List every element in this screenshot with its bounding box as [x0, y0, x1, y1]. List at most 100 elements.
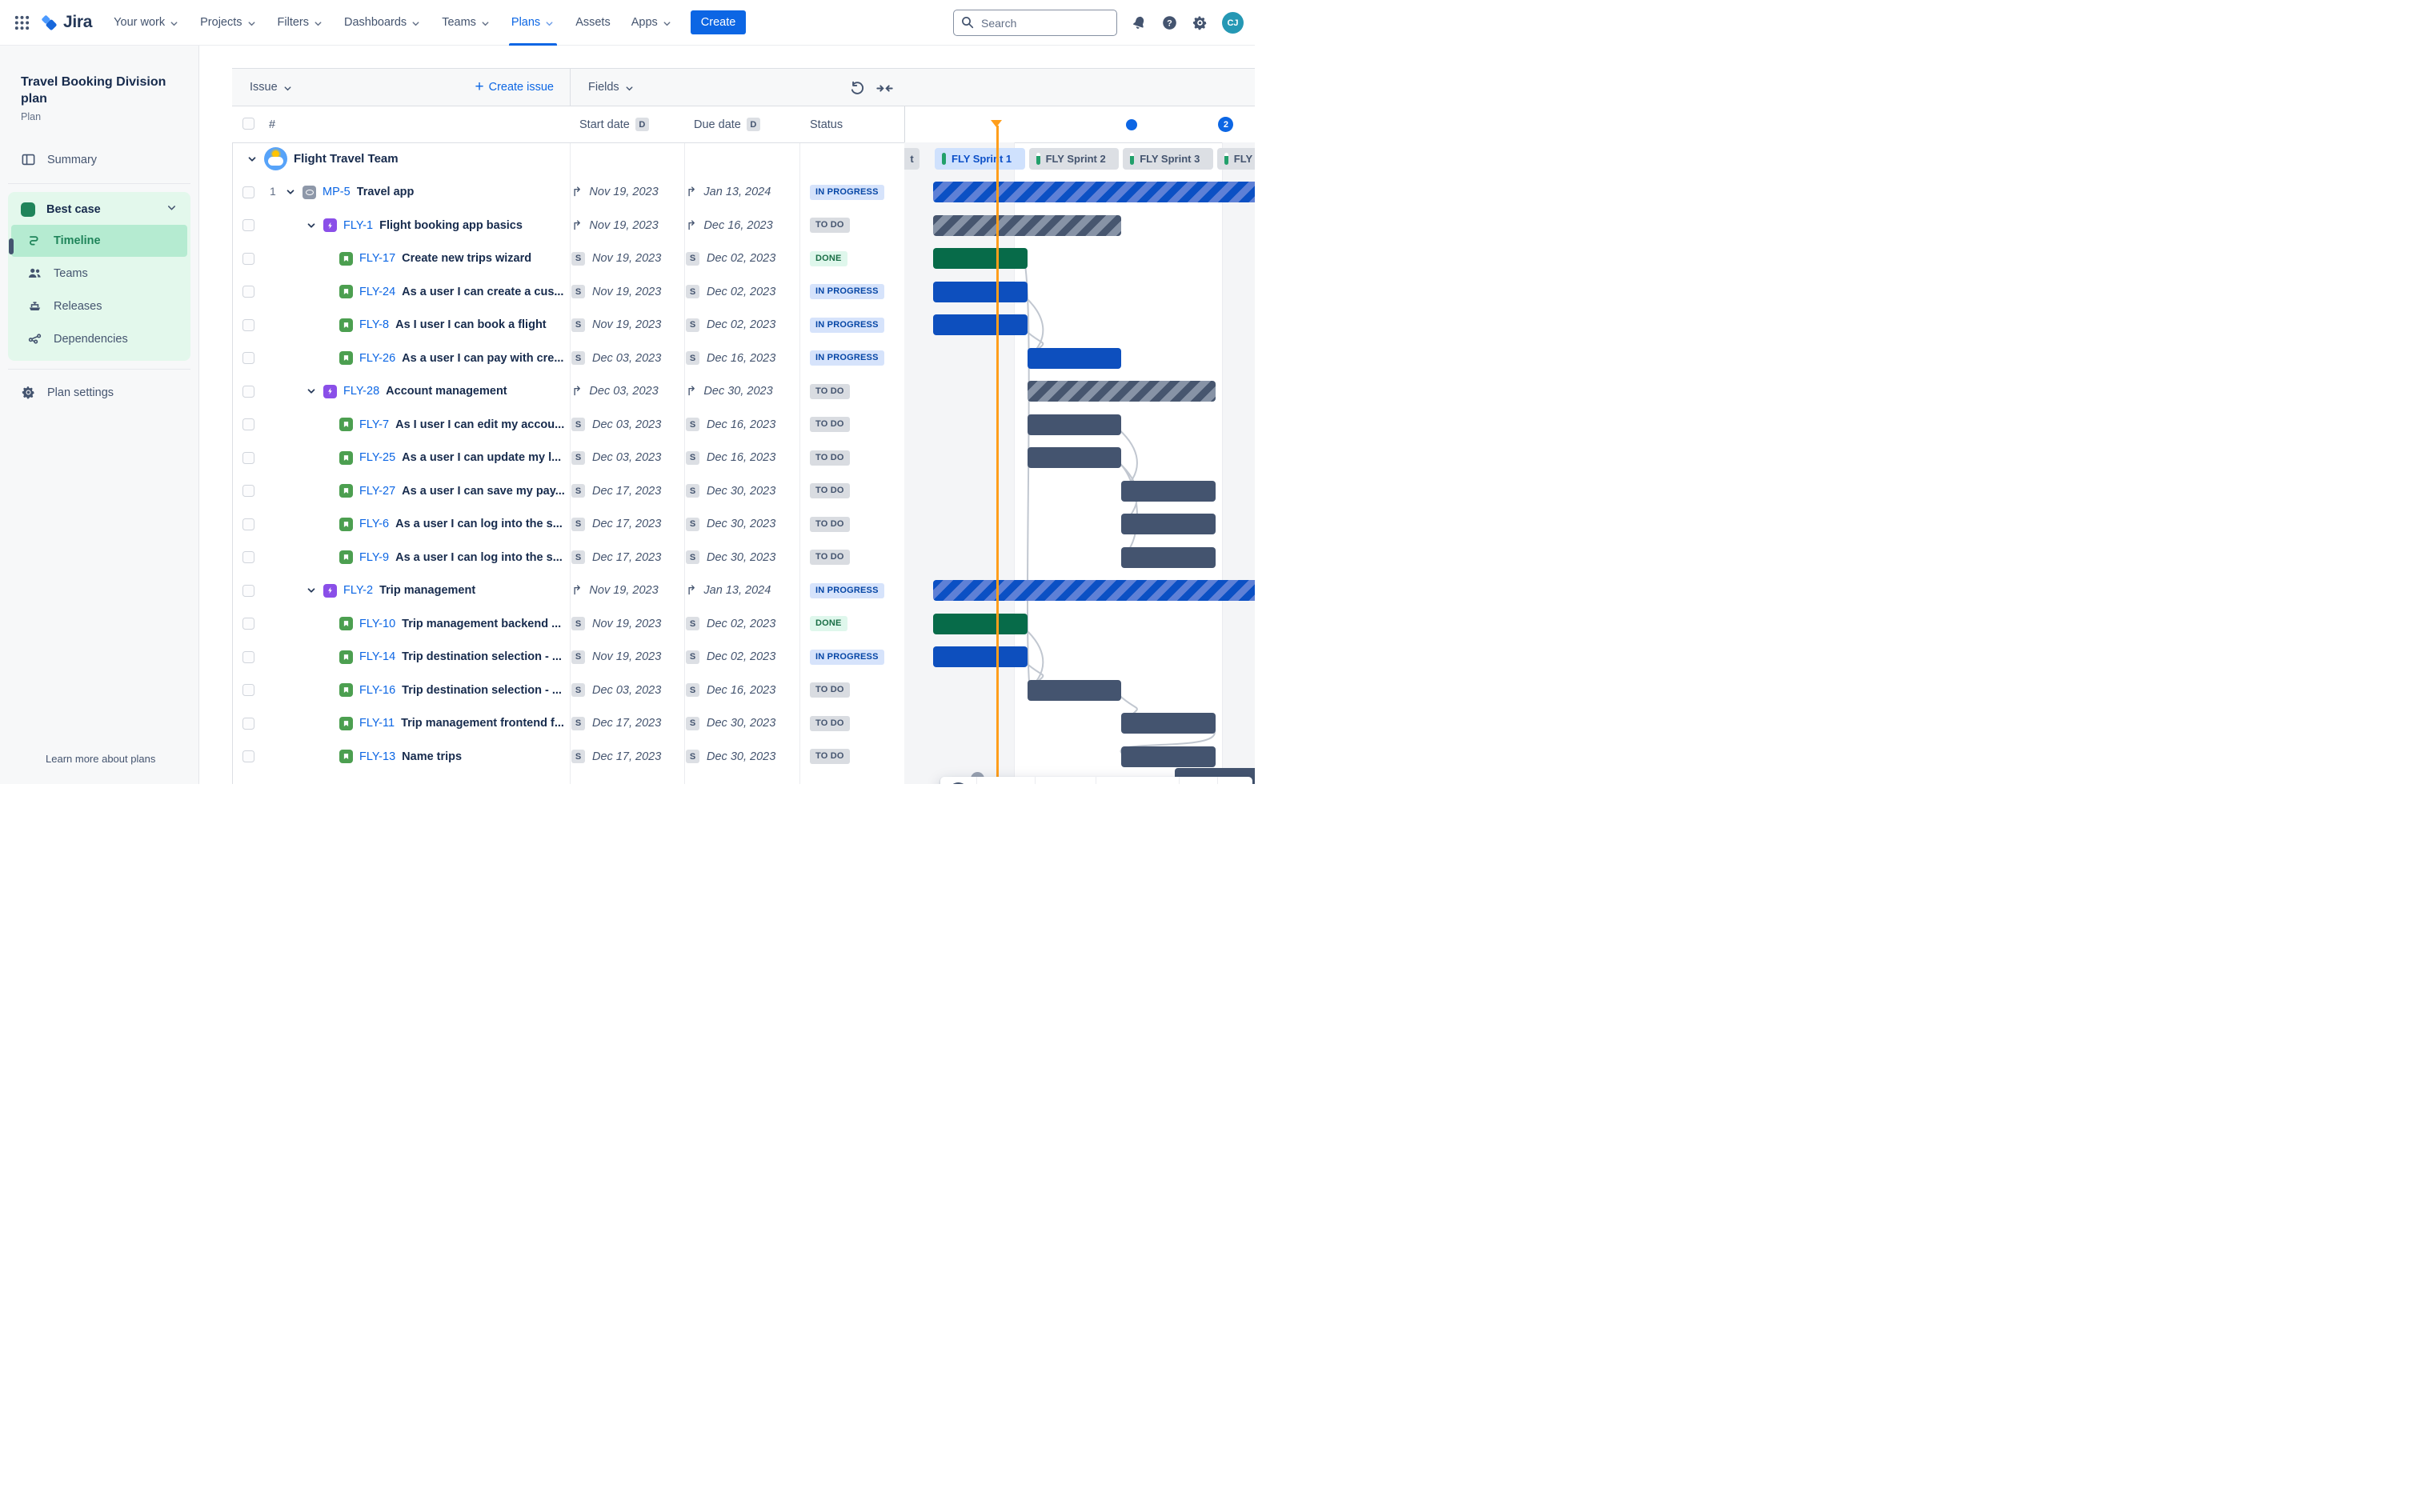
issue-row-FLY-9[interactable]: FLY-9 As a user I can log into the s... S D… — [232, 541, 904, 574]
issue-key[interactable]: FLY-2 — [343, 584, 374, 598]
row-checkbox[interactable] — [242, 451, 254, 464]
nav-item-projects[interactable]: Projects — [190, 0, 266, 46]
row-checkbox[interactable] — [242, 286, 254, 298]
row-checkbox[interactable] — [242, 318, 254, 331]
issue-key[interactable]: FLY-14 — [359, 650, 396, 664]
gantt-bar-FLY-6[interactable] — [1121, 514, 1216, 535]
sidebar-item-releases[interactable]: Releases — [11, 290, 187, 322]
gantt-bar-FLY-26[interactable] — [1027, 347, 1122, 369]
issue-key[interactable]: FLY-6 — [359, 518, 390, 531]
nav-item-your-work[interactable]: Your work — [103, 0, 190, 46]
row-checkbox[interactable] — [242, 584, 254, 597]
issue-key[interactable]: MP-5 — [323, 186, 351, 199]
issue-row-FLY-27[interactable]: FLY-27 As a user I can save my pay... S Dec… — [232, 474, 904, 508]
collapse-columns-icon[interactable] — [876, 82, 893, 94]
chevron-down-icon[interactable] — [306, 585, 317, 596]
row-checkbox[interactable] — [242, 750, 254, 762]
nav-item-apps[interactable]: Apps — [621, 0, 683, 46]
gantt-bar-FLY-2[interactable]: → — [933, 580, 1255, 602]
issue-row-FLY-16[interactable]: FLY-16 Trip destination selection - ... S D… — [232, 674, 904, 707]
sprint-pill-partial[interactable]: t — [904, 148, 920, 170]
chevron-down-icon[interactable] — [285, 186, 296, 198]
fields-dropdown[interactable]: Fields — [571, 81, 643, 94]
issue-key[interactable]: FLY-10 — [359, 617, 396, 630]
scenario-selector[interactable]: Best case — [8, 195, 190, 224]
issue-row-FLY-8[interactable]: FLY-8 As I user I can book a flight S Nov 1… — [232, 309, 904, 342]
issue-key[interactable]: FLY-7 — [359, 418, 390, 431]
gantt-bar-FLY-27[interactable] — [1121, 480, 1216, 502]
row-checkbox[interactable] — [242, 252, 254, 265]
row-checkbox[interactable] — [242, 385, 254, 398]
row-checkbox[interactable] — [242, 618, 254, 630]
issue-row-FLY-17[interactable]: FLY-17 Create new trips wizard S Nov 19, 20… — [232, 242, 904, 276]
issue-row-FLY-24[interactable]: FLY-24 As a user I can create a cus... S No… — [232, 275, 904, 309]
sprint-pill-2[interactable]: FLY Sprint 2 — [1028, 148, 1120, 170]
nav-item-dashboards[interactable]: Dashboards — [334, 0, 431, 46]
issue-row-FLY-1[interactable]: FLY-1 Flight booking app basics ↱ Nov 19, 2… — [232, 209, 904, 242]
row-checkbox[interactable] — [242, 684, 254, 696]
nav-item-plans[interactable]: Plans — [501, 0, 565, 46]
issue-key[interactable]: FLY-11 — [359, 717, 395, 730]
issue-key[interactable]: FLY-9 — [359, 550, 390, 564]
undo-icon[interactable] — [850, 81, 865, 96]
search-input[interactable] — [953, 10, 1117, 36]
nav-item-filters[interactable]: Filters — [267, 0, 334, 46]
gantt-bar-FLY-8[interactable] — [933, 314, 1028, 336]
gantt-bar-FLY-14[interactable] — [933, 646, 1028, 668]
team-row[interactable]: Flight Travel Team — [232, 142, 904, 176]
row-checkbox[interactable] — [242, 186, 254, 198]
create-issue-button[interactable]: + Create issue — [475, 79, 570, 94]
issue-key[interactable]: FLY-13 — [359, 750, 396, 763]
issue-key[interactable]: FLY-16 — [359, 683, 396, 697]
issue-key[interactable]: FLY-24 — [359, 285, 396, 298]
scroll-left-button[interactable] — [982, 777, 1006, 784]
learn-more-link[interactable]: Learn more about plans — [46, 753, 156, 765]
issue-key[interactable]: FLY-8 — [359, 318, 390, 332]
settings-gear-icon[interactable] — [1192, 14, 1208, 31]
issue-key[interactable]: FLY-17 — [359, 252, 396, 266]
issue-row-FLY-6[interactable]: FLY-6 As a user I can log into the s... S D… — [232, 508, 904, 542]
issue-key[interactable]: FLY-1 — [343, 218, 374, 232]
row-checkbox[interactable] — [242, 551, 254, 563]
row-checkbox[interactable] — [242, 219, 254, 231]
gantt-bar-FLY-17[interactable] — [933, 248, 1028, 270]
chevron-down-icon[interactable] — [306, 220, 317, 231]
gantt-bar-FLY-25[interactable] — [1027, 447, 1122, 469]
sidebar-item-timeline[interactable]: Timeline — [11, 224, 187, 257]
row-checkbox[interactable] — [242, 717, 254, 730]
chevron-down-icon[interactable] — [246, 154, 258, 165]
gantt-bar-FLY-9[interactable] — [1121, 546, 1216, 568]
fullscreen-icon[interactable] — [1223, 777, 1248, 784]
issue-row-FLY-28[interactable]: FLY-28 Account management ↱ Dec 03, 2023 ↱ De… — [232, 375, 904, 409]
issue-row-FLY-10[interactable]: FLY-10 Trip management backend ... S Nov 19… — [232, 607, 904, 641]
info-icon[interactable]: i — [1184, 777, 1212, 784]
sidebar-item-summary[interactable]: Summary — [8, 145, 190, 175]
scroll-right-button[interactable] — [1006, 777, 1030, 784]
row-checkbox[interactable] — [242, 518, 254, 530]
issue-row-FLY-11[interactable]: FLY-11 Trip management frontend f... S Dec … — [232, 707, 904, 741]
gantt-bar-FLY-28[interactable] — [1027, 381, 1216, 402]
issue-row-FLY-26[interactable]: FLY-26 As a user I can pay with cre... S De… — [232, 342, 904, 375]
dependency-line-FLY-17-FLY-16[interactable] — [1024, 263, 1031, 689]
create-button[interactable]: Create — [690, 10, 747, 34]
row-checkbox[interactable] — [242, 418, 254, 430]
user-avatar[interactable]: CJ — [1222, 12, 1244, 34]
nav-item-assets[interactable]: Assets — [565, 0, 621, 46]
issue-row-FLY-25[interactable]: FLY-25 As a user I can update my l... S Dec… — [232, 442, 904, 475]
gantt-bar-MP-5[interactable]: → — [933, 182, 1255, 203]
gantt-bar-FLY-13[interactable] — [1121, 746, 1216, 767]
issue-row-MP-5[interactable]: 1 MP-5 Travel app ↱ Nov 19, 2023 ↱ Jan 13, 202… — [232, 176, 904, 210]
gantt-bar-FLY-10[interactable] — [933, 613, 1028, 634]
row-checkbox[interactable] — [242, 352, 254, 364]
issue-key[interactable]: FLY-28 — [343, 385, 380, 398]
issue-row-FLY-13[interactable]: FLY-13 Name trips S Dec 17, 2023 S Dec 30, 20… — [232, 740, 904, 774]
expand-panel-button[interactable] — [948, 782, 968, 784]
issue-key[interactable]: FLY-25 — [359, 451, 396, 465]
sidebar-item-teams[interactable]: Teams — [11, 258, 187, 290]
issue-key[interactable]: FLY-27 — [359, 484, 396, 498]
app-switcher-icon[interactable] — [6, 0, 37, 46]
gantt-bar-FLY-7[interactable] — [1027, 414, 1122, 435]
sprint-pill-3[interactable]: FLY Sprint 3 — [1123, 148, 1213, 170]
release-marker-count[interactable]: 2 — [1218, 117, 1234, 132]
issue-row-FLY-2[interactable]: FLY-2 Trip management ↱ Nov 19, 2023 ↱ Jan 13… — [232, 574, 904, 608]
